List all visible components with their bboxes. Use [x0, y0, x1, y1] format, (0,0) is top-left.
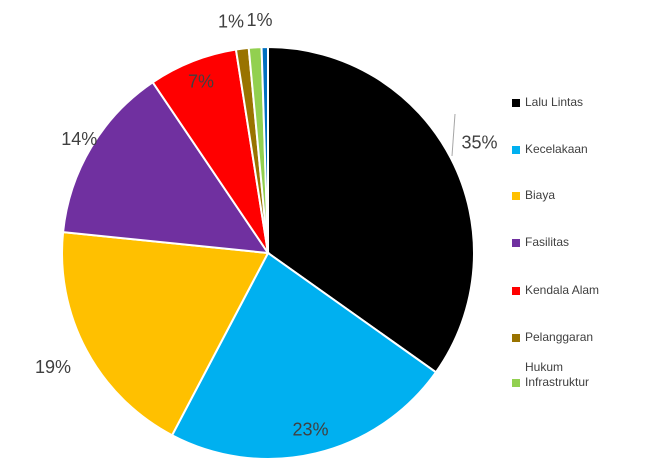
legend-entry: Fasilitas — [512, 235, 622, 250]
data-label: 35% — [461, 133, 497, 153]
legend-swatch — [512, 287, 520, 295]
legend-label: Lalu Lintas — [525, 95, 584, 109]
pie-slice — [61, 80, 271, 255]
pie-slice — [267, 45, 475, 374]
data-label: 14% — [61, 129, 97, 149]
data-label: 1% — [246, 10, 272, 30]
legend-label: Pelanggaran — [525, 330, 594, 344]
legend-entry: Hukum Infrastruktur — [512, 360, 622, 390]
legend-entry: Pelanggaran — [512, 330, 622, 345]
legend-label: Kendala Alam — [525, 283, 600, 297]
legend-label: Kecelakaan — [525, 142, 588, 156]
legend-label: Biaya — [525, 188, 556, 202]
data-label: 19% — [35, 357, 71, 377]
legend-entry: Lalu Lintas — [512, 95, 622, 110]
legend-swatch — [512, 334, 520, 342]
legend-swatch — [512, 239, 520, 247]
legend-swatch — [512, 379, 520, 387]
data-label: 1% — [218, 12, 244, 32]
legend-swatch — [512, 146, 520, 154]
legend-entry: Kecelakaan — [512, 142, 622, 157]
data-label: 23% — [292, 420, 328, 440]
pie-slice — [170, 251, 438, 460]
legend-entry: Kendala Alam — [512, 283, 622, 298]
legend-swatch — [512, 99, 520, 107]
pie-slice — [260, 45, 269, 254]
data-label: 7% — [188, 71, 214, 91]
leader-line — [451, 113, 456, 157]
pie-slice — [61, 231, 270, 437]
legend-swatch — [512, 192, 520, 200]
legend-label: Hukum Infrastruktur — [525, 360, 590, 389]
legend-entry: Biaya — [512, 188, 622, 203]
legend-label: Fasilitas — [525, 235, 570, 249]
